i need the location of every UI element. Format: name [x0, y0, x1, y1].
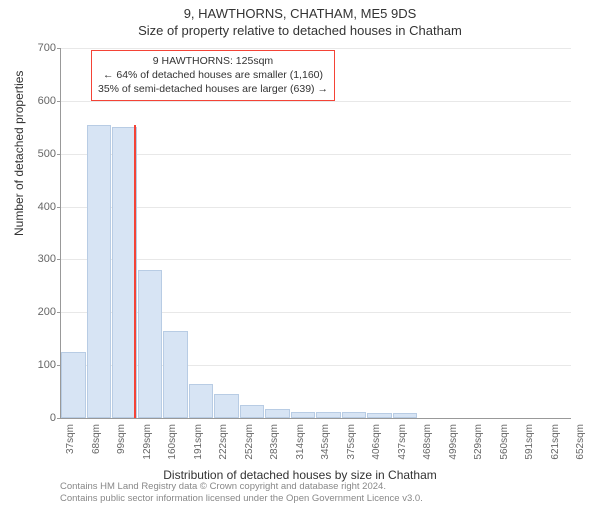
- x-tick-label: 68sqm: [91, 424, 102, 454]
- y-tick-label: 700: [21, 42, 56, 54]
- x-tick-label: 499sqm: [448, 424, 459, 460]
- y-tick-mark: [57, 48, 61, 49]
- x-tick-label: 283sqm: [269, 424, 280, 460]
- y-tick-label: 100: [21, 359, 56, 371]
- y-tick-mark: [57, 154, 61, 155]
- y-tick-label: 0: [21, 412, 56, 424]
- y-tick-mark: [57, 259, 61, 260]
- plot-area: 010020030040050060070037sqm68sqm99sqm129…: [60, 48, 571, 419]
- y-tick-mark: [57, 207, 61, 208]
- title-main: 9, HAWTHORNS, CHATHAM, ME5 9DS: [0, 6, 600, 21]
- histogram-bar: [291, 412, 316, 418]
- y-tick-label: 200: [21, 306, 56, 318]
- histogram-bar: [240, 405, 265, 418]
- histogram-bar: [61, 352, 86, 418]
- histogram-bar: [163, 331, 188, 418]
- x-tick-label: 191sqm: [193, 424, 204, 460]
- y-tick-label: 600: [21, 95, 56, 107]
- info-line-2: ← 64% of detached houses are smaller (1,…: [98, 68, 328, 82]
- x-tick-label: 437sqm: [397, 424, 408, 460]
- grid-line: [61, 48, 571, 49]
- y-tick-mark: [57, 101, 61, 102]
- x-tick-label: 252sqm: [244, 424, 255, 460]
- info-line-3: 35% of semi-detached houses are larger (…: [98, 82, 328, 96]
- x-tick-label: 591sqm: [524, 424, 535, 460]
- chart-container: 010020030040050060070037sqm68sqm99sqm129…: [60, 48, 570, 418]
- histogram-bar: [265, 409, 290, 419]
- footer-line-2: Contains public sector information licen…: [60, 493, 423, 504]
- y-tick-label: 500: [21, 148, 56, 160]
- info-line-1: 9 HAWTHORNS: 125sqm: [98, 54, 328, 68]
- x-tick-label: 621sqm: [550, 424, 561, 460]
- x-axis-label: Distribution of detached houses by size …: [0, 468, 600, 482]
- x-tick-label: 375sqm: [346, 424, 357, 460]
- footer-line-1: Contains HM Land Registry data © Crown c…: [60, 481, 423, 492]
- y-tick-label: 300: [21, 253, 56, 265]
- histogram-bar: [87, 125, 112, 418]
- histogram-bar: [189, 384, 214, 418]
- y-tick-mark: [57, 418, 61, 419]
- x-tick-label: 129sqm: [142, 424, 153, 460]
- marker-line: [134, 125, 136, 418]
- grid-line: [61, 207, 571, 208]
- info-box: 9 HAWTHORNS: 125sqm← 64% of detached hou…: [91, 50, 335, 101]
- grid-line: [61, 259, 571, 260]
- x-tick-label: 99sqm: [116, 424, 127, 454]
- x-tick-label: 652sqm: [575, 424, 586, 460]
- histogram-bar: [138, 270, 163, 418]
- footer: Contains HM Land Registry data © Crown c…: [60, 481, 423, 504]
- histogram-bar: [342, 412, 367, 418]
- x-tick-label: 406sqm: [371, 424, 382, 460]
- x-tick-label: 468sqm: [422, 424, 433, 460]
- title-sub: Size of property relative to detached ho…: [0, 23, 600, 38]
- x-tick-label: 314sqm: [295, 424, 306, 460]
- y-tick-mark: [57, 312, 61, 313]
- histogram-bar: [316, 412, 341, 418]
- x-tick-label: 560sqm: [499, 424, 510, 460]
- x-tick-label: 160sqm: [167, 424, 178, 460]
- x-tick-label: 222sqm: [218, 424, 229, 460]
- histogram-bar: [214, 394, 239, 418]
- grid-line: [61, 154, 571, 155]
- grid-line: [61, 101, 571, 102]
- y-tick-label: 400: [21, 201, 56, 213]
- x-tick-label: 37sqm: [65, 424, 76, 454]
- x-tick-label: 529sqm: [473, 424, 484, 460]
- histogram-bar: [393, 413, 418, 418]
- x-tick-label: 345sqm: [320, 424, 331, 460]
- histogram-bar: [367, 413, 392, 418]
